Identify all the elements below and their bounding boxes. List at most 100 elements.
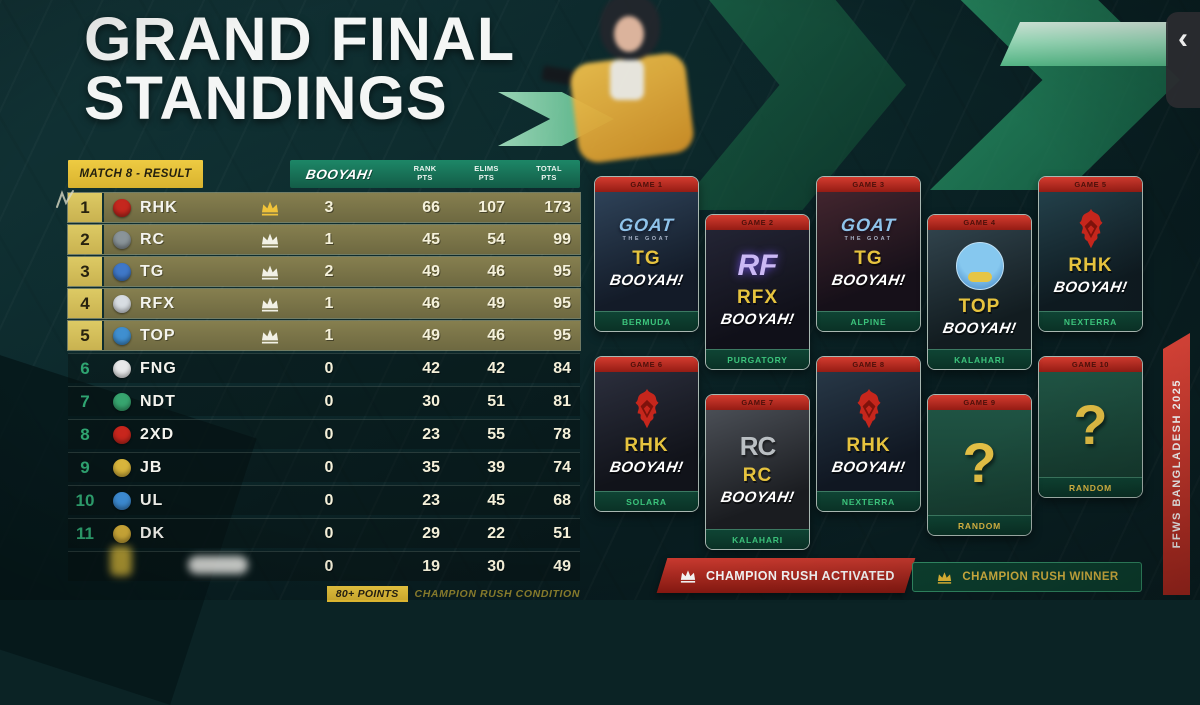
goat-logo-subtext: THE GOAT (622, 235, 671, 242)
elim-pts: 46 (487, 262, 505, 280)
face-art (614, 16, 644, 52)
elim-pts: 45 (487, 491, 505, 509)
booyah-text: BOOYAH! (608, 271, 685, 289)
character-art (541, 0, 713, 165)
table-row: 8 2XD 0 23 55 78 (68, 419, 580, 449)
map-name: NEXTERRA (817, 491, 920, 511)
crown-icon (259, 327, 281, 344)
activated-label: CHAMPION RUSH ACTIVATED (705, 568, 895, 583)
collapse-panel-button[interactable]: ‹ (1166, 12, 1200, 108)
table-row: 7 NDT 0 30 51 81 (68, 386, 580, 416)
champion-rush-activated-banner: CHAMPION RUSH ACTIVATED (656, 558, 916, 593)
booyah-count: 0 (324, 359, 334, 377)
total-pts: 95 (553, 262, 571, 280)
rank-cell: 8 (80, 424, 90, 444)
map-name: PURGATORY (706, 349, 809, 369)
crown-icon (678, 568, 698, 583)
map-name: KALAHARI (706, 529, 809, 549)
team-logo (113, 458, 131, 477)
hand-doodle-icon (54, 188, 76, 215)
total-pts: 84 (553, 359, 571, 377)
elim-pts: 22 (487, 524, 505, 542)
total-pts: 99 (553, 230, 571, 248)
table-row: 4 RFX 1 46 49 95 (67, 288, 581, 319)
condition-text: CHAMPION RUSH CONDITION (414, 588, 580, 600)
rhk-lion-logo (1069, 207, 1113, 251)
game-label: GAME 2 (706, 215, 809, 230)
top-logo-band (967, 272, 992, 282)
table-row: 1 RHK 3 66 107 173 (67, 192, 581, 223)
booyah-count: 1 (324, 326, 334, 344)
team-name: DK (140, 524, 166, 542)
match-badge: MATCH 8 - RESULT (68, 160, 203, 188)
rank-pts: 45 (422, 230, 440, 248)
game-card: GAME 10 ? RANDOM (1038, 356, 1143, 498)
rank-cell: 10 (75, 490, 95, 510)
booyah-text: BOOYAH! (830, 459, 907, 476)
booyah-count: 3 (324, 198, 334, 216)
elim-pts: 30 (487, 557, 505, 575)
map-name: RANDOM (1039, 477, 1142, 497)
game-card: GAME 2 RF RFX BOOYAH! PURGATORY (705, 214, 810, 370)
total-pts: 78 (553, 425, 571, 443)
booyah-count: 0 (324, 458, 334, 476)
team-logo (113, 230, 131, 249)
table-row: 3 TG 2 49 46 95 (67, 256, 581, 287)
table-row: 0 19 30 49 (68, 546, 580, 581)
game-card: GAME 5 RHK BOOYAH! NEXTERRA (1038, 176, 1143, 332)
elim-pts: 49 (487, 294, 505, 312)
elim-pts: 107 (478, 198, 505, 216)
team-logo (113, 262, 131, 281)
winner-team: RHK (846, 435, 891, 456)
rank-pts: 49 (422, 326, 440, 344)
crown-icon (259, 263, 281, 280)
total-pts: 81 (553, 392, 571, 410)
team-logo (113, 294, 131, 313)
rank-cell: 1 (68, 193, 102, 222)
winner-team: RC (742, 465, 773, 486)
elim-pts: 46 (487, 326, 505, 344)
rank-pts: 46 (422, 294, 440, 312)
booyah-count: 0 (324, 425, 334, 443)
col-total-pts: TOTAL PTS (536, 164, 562, 182)
crown-icon (259, 231, 281, 248)
booyah-count: 1 (324, 230, 334, 248)
elim-pts: 54 (487, 230, 505, 248)
booyah-count: 0 (324, 392, 334, 410)
rank-pts: 35 (422, 458, 440, 476)
table-row: 9 JB 0 35 39 74 (68, 452, 580, 482)
team-name: RFX (140, 294, 175, 312)
game-label: GAME 3 (817, 177, 920, 192)
crown-icon (259, 199, 281, 216)
rank-cell: 4 (68, 289, 102, 318)
goat-logo: GOAT (618, 214, 675, 235)
elim-pts: 55 (487, 425, 505, 443)
standings-table: MATCH 8 - RESULT BOOYAH! RANK PTS ELIMS PT… (56, 160, 581, 603)
elim-pts: 42 (487, 359, 505, 377)
rhk-lion-logo (625, 387, 669, 431)
censor-smudge (188, 556, 248, 574)
title-line-1: GRAND FINAL (84, 5, 516, 73)
goat-logo: GOAT (840, 214, 897, 235)
winner-team: TG (854, 247, 883, 269)
booyah-count: 0 (324, 557, 334, 575)
question-mark: ? (1073, 392, 1108, 456)
game-label: GAME 9 (928, 395, 1031, 410)
rank-cell: 9 (80, 457, 90, 477)
team-logo (113, 524, 131, 543)
columns-bar: BOOYAH! RANK PTS ELIMS PTS TOTAL PTS (290, 160, 580, 188)
total-pts: 74 (553, 458, 571, 476)
rank-cell (68, 552, 102, 581)
winner-label: CHAMPION RUSH WINNER (962, 571, 1119, 583)
event-banner: FFWS BANGLADESH 2025 (1163, 333, 1190, 595)
table-rows: 1 RHK 3 66 107 173 2 RC 1 45 54 99 (67, 192, 581, 581)
censor-smudge (110, 546, 132, 576)
booyah-text: BOOYAH! (941, 320, 1018, 337)
map-name: NEXTERRA (1039, 311, 1142, 331)
game-card: GAME 6 RHK BOOYAH! SOLARA (594, 356, 699, 512)
event-banner-text: FFWS BANGLADESH 2025 (1170, 379, 1183, 549)
game-label: GAME 6 (595, 357, 698, 372)
table-row: 2 RC 1 45 54 99 (67, 224, 581, 255)
crown-icon (935, 570, 954, 584)
total-pts: 95 (553, 294, 571, 312)
